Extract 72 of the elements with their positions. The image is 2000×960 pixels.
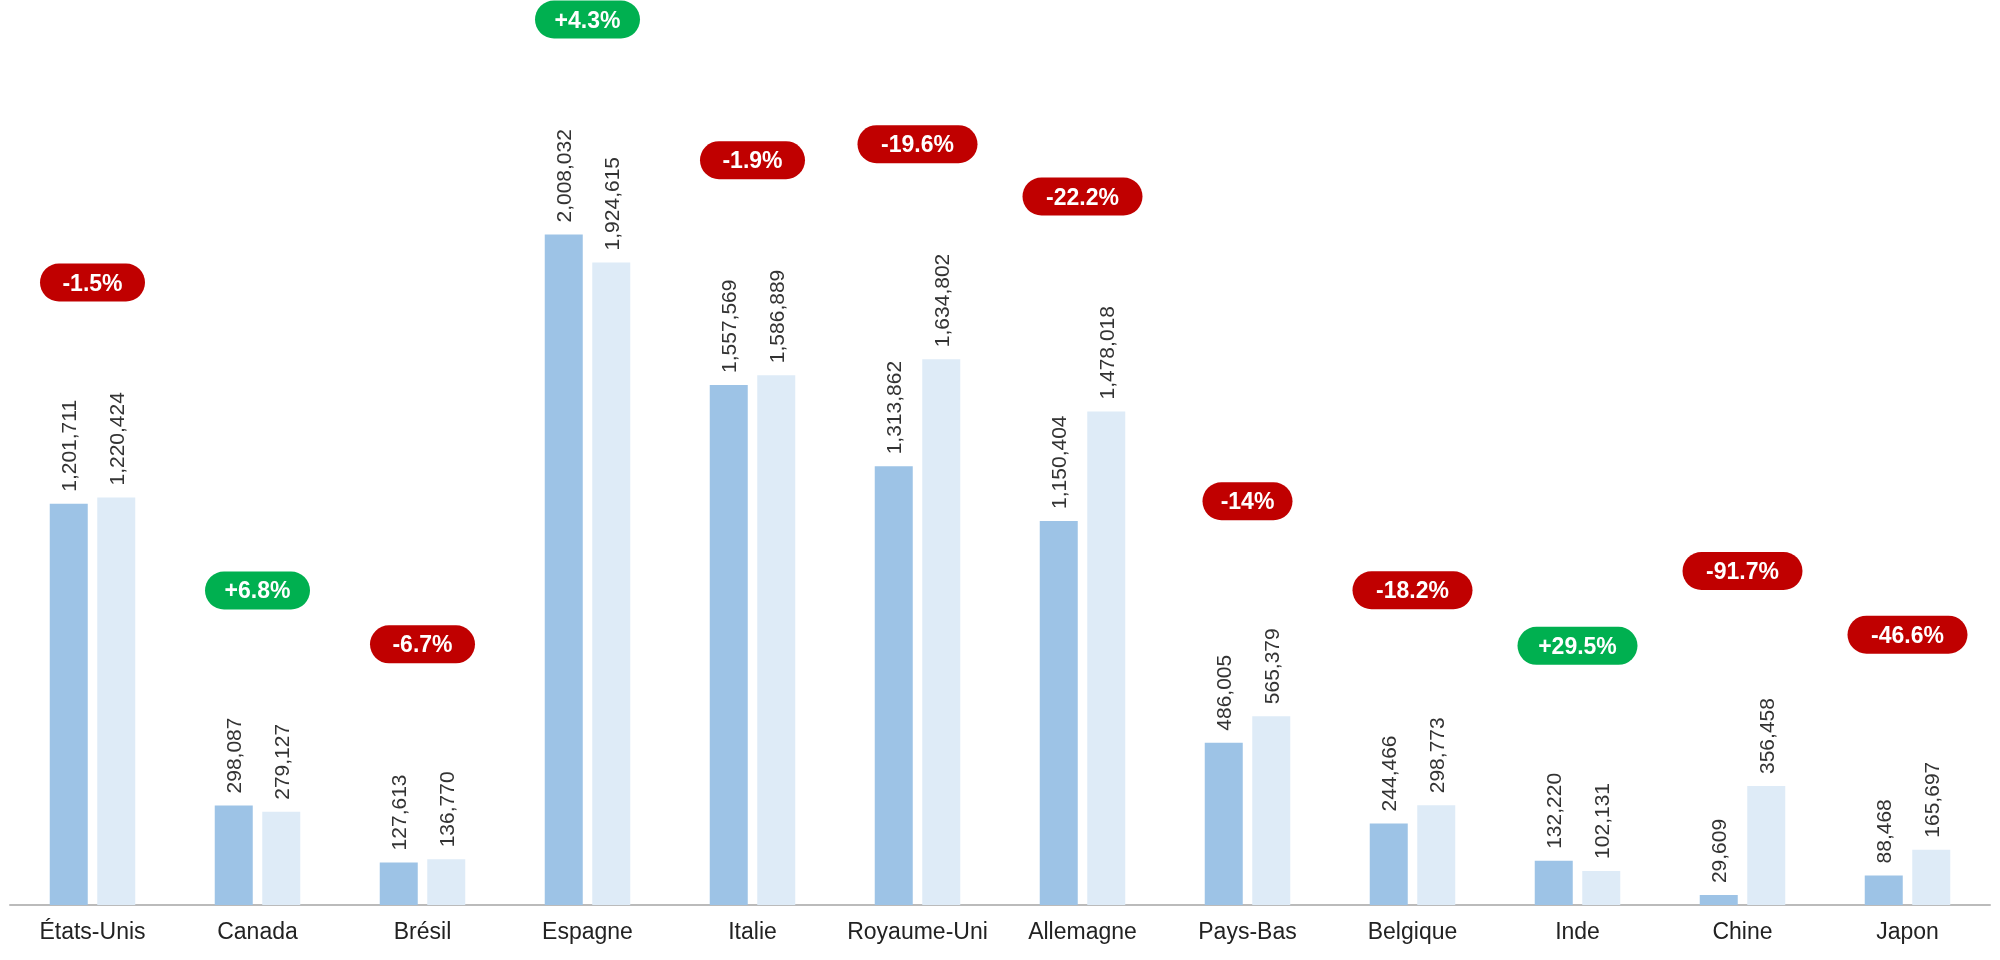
bar [709,384,748,905]
annotation: +6.8% [224,577,291,604]
bar [757,375,796,905]
text: -22.2% [1046,183,1119,210]
bar [592,262,631,905]
x-tick-label: Chine [1712,917,1773,944]
x-tick-label: États-Unis [39,917,146,944]
bar [874,466,913,905]
data-label: 1,586,889 [764,269,788,364]
x-tick-label: Brésil [393,917,452,944]
data-label: 1,634,802 [929,253,953,348]
x-tick-label: Belgique [1367,917,1458,944]
bar [1417,805,1456,905]
data-label: 1,557,569 [717,279,741,373]
bar [1039,520,1078,905]
bar [544,234,583,905]
data-label: 356,458 [1754,698,1778,774]
bar [214,805,253,905]
x-tick-label: Allemagne [1028,917,1137,944]
data-label: 1,478,018 [1094,306,1118,400]
bar [262,811,301,905]
annotation: -46.6% [1871,621,1944,648]
text: -1.9% [722,147,783,174]
annotation: +29.5% [1538,632,1617,659]
bar [1747,785,1786,905]
data-label: 1,924,615 [599,156,623,251]
data-label: 1,150,404 [1047,415,1071,509]
data-label: 565,379 [1259,628,1283,705]
bar [379,862,418,905]
x-tick-label: Canada [217,917,298,944]
bar [1699,895,1738,905]
annotation: -91.7% [1706,557,1779,584]
bar [1369,823,1408,905]
bar [1912,849,1951,905]
data-label: 298,773 [1424,717,1448,794]
bar [1252,716,1291,905]
annotation: -6.7% [392,631,453,658]
data-label: 136,770 [434,771,458,848]
data-label: 486,005 [1212,654,1236,731]
bar [1864,875,1903,905]
data-label: 244,466 [1377,735,1401,812]
bar [427,859,466,905]
annotation: -14% [1220,488,1275,515]
bar [1204,742,1243,905]
bar [922,359,961,905]
annotation: -1.5% [62,269,123,296]
x-tick-label: Italie [728,917,777,944]
data-label: 88,468 [1872,799,1896,864]
x-tick-label: Pays-Bas [1198,917,1297,944]
bar [49,503,88,905]
data-label: 29,609 [1707,818,1731,884]
bar [1582,870,1621,905]
data-label: 1,220,424 [104,391,128,486]
x-tick-label: Espagne [542,917,633,944]
x-tick-label: Royaume-Uni [847,917,988,944]
data-label: 279,127 [269,723,293,800]
bar [97,497,136,905]
data-label: 127,613 [387,774,411,851]
data-label: 2,008,032 [552,129,576,223]
bar [1087,411,1126,905]
data-label: 1,313,862 [882,360,906,455]
data-label: 102,131 [1589,782,1613,859]
data-label: 298,087 [222,717,246,794]
x-tick-label: Japon [1876,917,1939,944]
data-label: 132,220 [1542,772,1566,849]
text: +4.3% [554,6,621,33]
bar [1534,860,1573,905]
data-label: 1,201,711 [57,399,81,492]
data-label: 165,697 [1919,761,1943,838]
text: -19.6% [881,131,954,158]
x-tick-label: Inde [1555,917,1600,944]
annotation: -18.2% [1376,577,1449,604]
